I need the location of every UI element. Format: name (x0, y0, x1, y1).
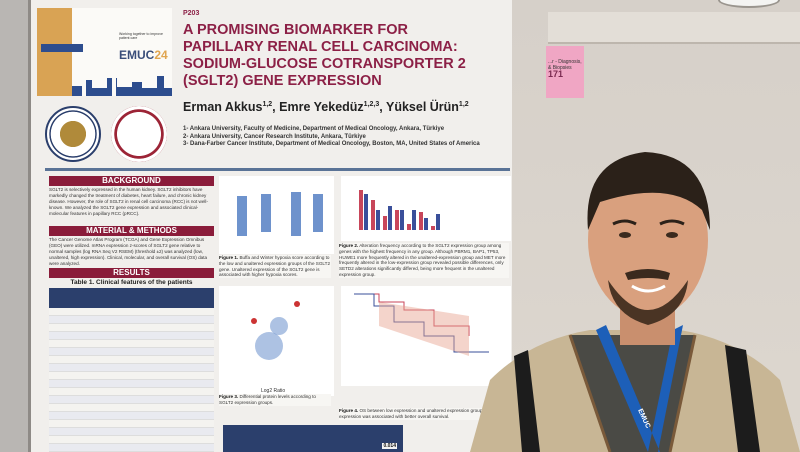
figure-4-curve-unaltered (354, 293, 489, 353)
scientific-poster: Working together to improve patient care… (28, 0, 512, 452)
mustache (625, 269, 670, 280)
logo-tagline: Working together to improve patient care (119, 32, 163, 40)
smile (631, 284, 666, 293)
lanyard (596, 325, 683, 452)
poster-board-frame (548, 12, 800, 44)
emuc-logo: Working together to improve patient care… (37, 8, 172, 96)
figure-2-caption: Figure 2. Alteration frequency according… (339, 243, 509, 278)
table-title: Table 1. Clinical features of the patien… (70, 279, 193, 286)
sticky-note-line: ...r - Diagnosis, (548, 59, 582, 65)
person: EMUC (470, 152, 800, 452)
right-eye (666, 232, 678, 238)
figure-4-ci-band (379, 302, 469, 356)
figure-4-curve-low (354, 293, 470, 336)
cox-regression-table: 0.014 (223, 425, 403, 452)
poster-code: P203 (183, 10, 200, 17)
clinical-features-table (49, 288, 214, 452)
figure-4-caption: Figure 4. OS between low expression and … (339, 408, 509, 420)
logo-brand: EMUC24 (119, 48, 168, 62)
figure-3-xlabel: Log2 Ratio (261, 388, 285, 394)
backpack-straps (514, 345, 760, 452)
figure-1-points (237, 192, 323, 236)
section-heading: RESULTS (49, 268, 214, 278)
sticky-note-number: 171 (548, 69, 564, 79)
section-heading: BACKGROUND (49, 176, 214, 186)
figure-1-caption: Figure 1. Buffa and Winter hypoxia score… (219, 255, 331, 279)
p-value: 0.014 (382, 443, 397, 449)
poster-figures: Log2 Ratio (219, 176, 511, 396)
sticky-note-line: & Biopsies (548, 65, 572, 71)
section-heading: MATERIAL & METHODS (49, 226, 214, 236)
beard (608, 280, 688, 325)
poster-title: A PROMISING BIOMARKER FOR PAPILLARY RENAL… (183, 22, 466, 89)
figure-2-plot (341, 176, 511, 241)
ankara-university-seal (45, 106, 101, 162)
face (588, 162, 708, 318)
sticky-note: ...r - Diagnosis, & Biopsies 171 (546, 46, 584, 98)
methods-text: The Cancer Genome Atlas Program (TCGA) a… (49, 237, 208, 266)
affiliations: 1- Ankara University, Faculty of Medicin… (183, 126, 480, 148)
figure-3-caption: Figure 3. Differential protein levels ac… (219, 394, 331, 406)
left-eye (619, 232, 631, 238)
eyebrows (612, 219, 685, 226)
figure-2-bars (359, 190, 440, 230)
hair (587, 152, 710, 230)
background-text: SGLT2 is selectively expressed in the hu… (49, 187, 208, 216)
poster-authors: Erman Akkus1,2, Emre Yekedüz1,2,3, Yükse… (183, 100, 469, 114)
figure-3-points (251, 301, 300, 360)
medical-faculty-seal (111, 106, 167, 162)
wall (0, 0, 30, 452)
divider (45, 168, 510, 171)
